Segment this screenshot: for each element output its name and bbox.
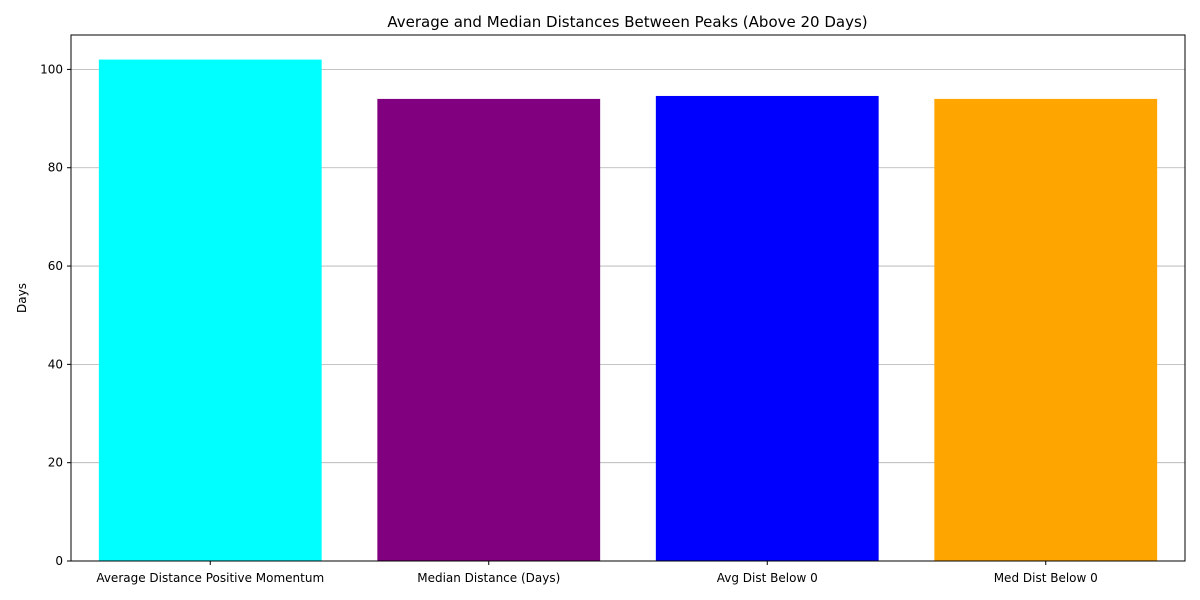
- x-tick-label: Median Distance (Days): [417, 571, 560, 585]
- y-tick-label: 80: [48, 161, 63, 175]
- plot-frame: [70, 34, 1186, 562]
- bars: [98, 59, 1158, 562]
- y-axis-ticks: 0 20 40 60 80 100: [40, 62, 71, 568]
- y-tick-label: 0: [55, 554, 63, 568]
- y-tick-label: 100: [40, 62, 63, 76]
- bar-4: [934, 98, 1158, 561]
- x-tick-label: Med Dist Below 0: [994, 571, 1098, 585]
- bar-3: [655, 95, 879, 562]
- bar-1: [98, 59, 322, 562]
- x-axis-ticks: Average Distance Positive Momentum Median…: [96, 561, 1098, 585]
- y-tick-label: 40: [48, 357, 63, 371]
- y-axis-label: Days: [15, 283, 29, 313]
- bar-2: [377, 98, 601, 561]
- y-tick-label: 20: [48, 456, 63, 470]
- chart-title: Average and Median Distances Between Pea…: [387, 13, 867, 31]
- x-tick-label: Avg Dist Below 0: [717, 571, 818, 585]
- x-tick-label: Average Distance Positive Momentum: [96, 571, 324, 585]
- y-tick-label: 60: [48, 259, 63, 273]
